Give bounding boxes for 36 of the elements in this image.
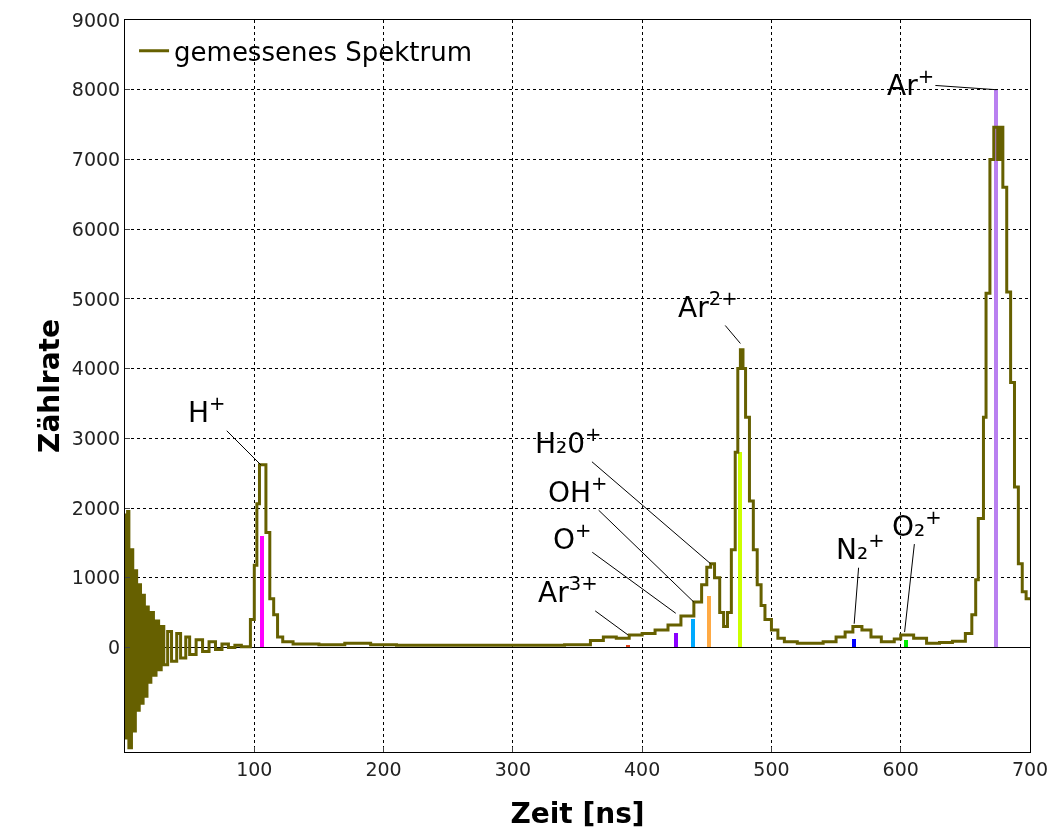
y-tick-label: 3000: [71, 426, 121, 449]
y-tick-label: 8000: [71, 78, 121, 101]
annotation: Ar$^{3+}$: [538, 572, 598, 609]
x-tick-label: 500: [753, 757, 790, 780]
bar: [994, 90, 998, 647]
legend-label: gemessenes Spektrum: [174, 36, 472, 67]
y-tick-label: 7000: [71, 148, 121, 171]
annotation: H₂0$^{+}$: [535, 423, 602, 460]
y-tick-label: 5000: [71, 287, 121, 310]
x-tick-label: 700: [1011, 757, 1049, 780]
y-tick-label: 1000: [71, 566, 121, 589]
y-tick-label: 2000: [71, 496, 121, 519]
x-tick-label: 400: [624, 757, 661, 780]
bar: [904, 640, 908, 647]
annotation: Ar$^{+}$: [887, 65, 935, 102]
annotation: O$^{+}$: [553, 519, 592, 556]
bar: [738, 452, 742, 647]
x-tick-label: 600: [882, 757, 919, 780]
annotation: O₂$^{+}$: [892, 506, 942, 543]
annotation: N₂$^{+}$: [836, 529, 885, 566]
y-axis-title: Zählrate: [33, 319, 66, 453]
y-tick-label: 4000: [71, 357, 121, 380]
x-axis-title: Zeit [ns]: [510, 797, 645, 830]
bar: [707, 596, 711, 647]
x-tick-label: 200: [365, 757, 402, 780]
bar: [674, 633, 678, 647]
y-tick-label: 0: [108, 636, 121, 659]
x-tick-label: 100: [236, 757, 273, 780]
y-tick-label: 6000: [71, 217, 121, 240]
x-tick-label: 300: [494, 757, 531, 780]
y-tick-label: 9000: [71, 8, 121, 31]
annotation: H$^{+}$: [188, 392, 226, 429]
bar: [260, 536, 264, 647]
bar: [691, 619, 695, 647]
annotation: OH$^{+}$: [548, 472, 608, 509]
bar: [852, 639, 856, 647]
